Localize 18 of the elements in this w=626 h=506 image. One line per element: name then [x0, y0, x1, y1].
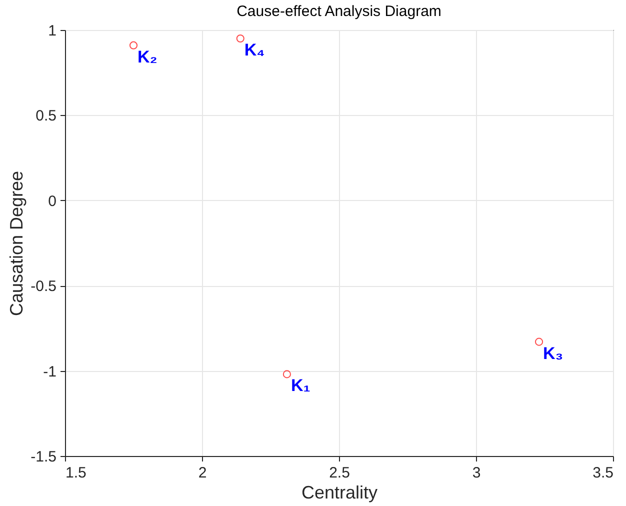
x-tick-label: 1.5	[66, 464, 86, 482]
y-tick-label: -1	[43, 363, 56, 380]
y-tick-label: 0	[48, 192, 56, 210]
annotation: K₃	[543, 344, 564, 363]
annotation: K₁	[290, 376, 310, 396]
y-tick-label: 1	[48, 22, 56, 40]
annotation: K₂	[138, 47, 158, 66]
y-axis-title: Causation Degree	[6, 170, 27, 316]
y-tick-label: 0.5	[36, 108, 56, 125]
x-tick-label: 3.5	[592, 464, 614, 482]
x-tick-label: 2.5	[329, 464, 350, 482]
chart-title: Cause-effect Analysis Diagram	[236, 3, 442, 20]
x-tick-label: 3	[472, 464, 481, 482]
y-tick-label: -0.5	[30, 278, 56, 296]
x-axis-title: Centrality	[301, 482, 378, 502]
x-tick-label: 2	[198, 464, 207, 482]
y-tick-label: -1.5	[30, 448, 56, 466]
annotation: K₄	[244, 40, 265, 60]
